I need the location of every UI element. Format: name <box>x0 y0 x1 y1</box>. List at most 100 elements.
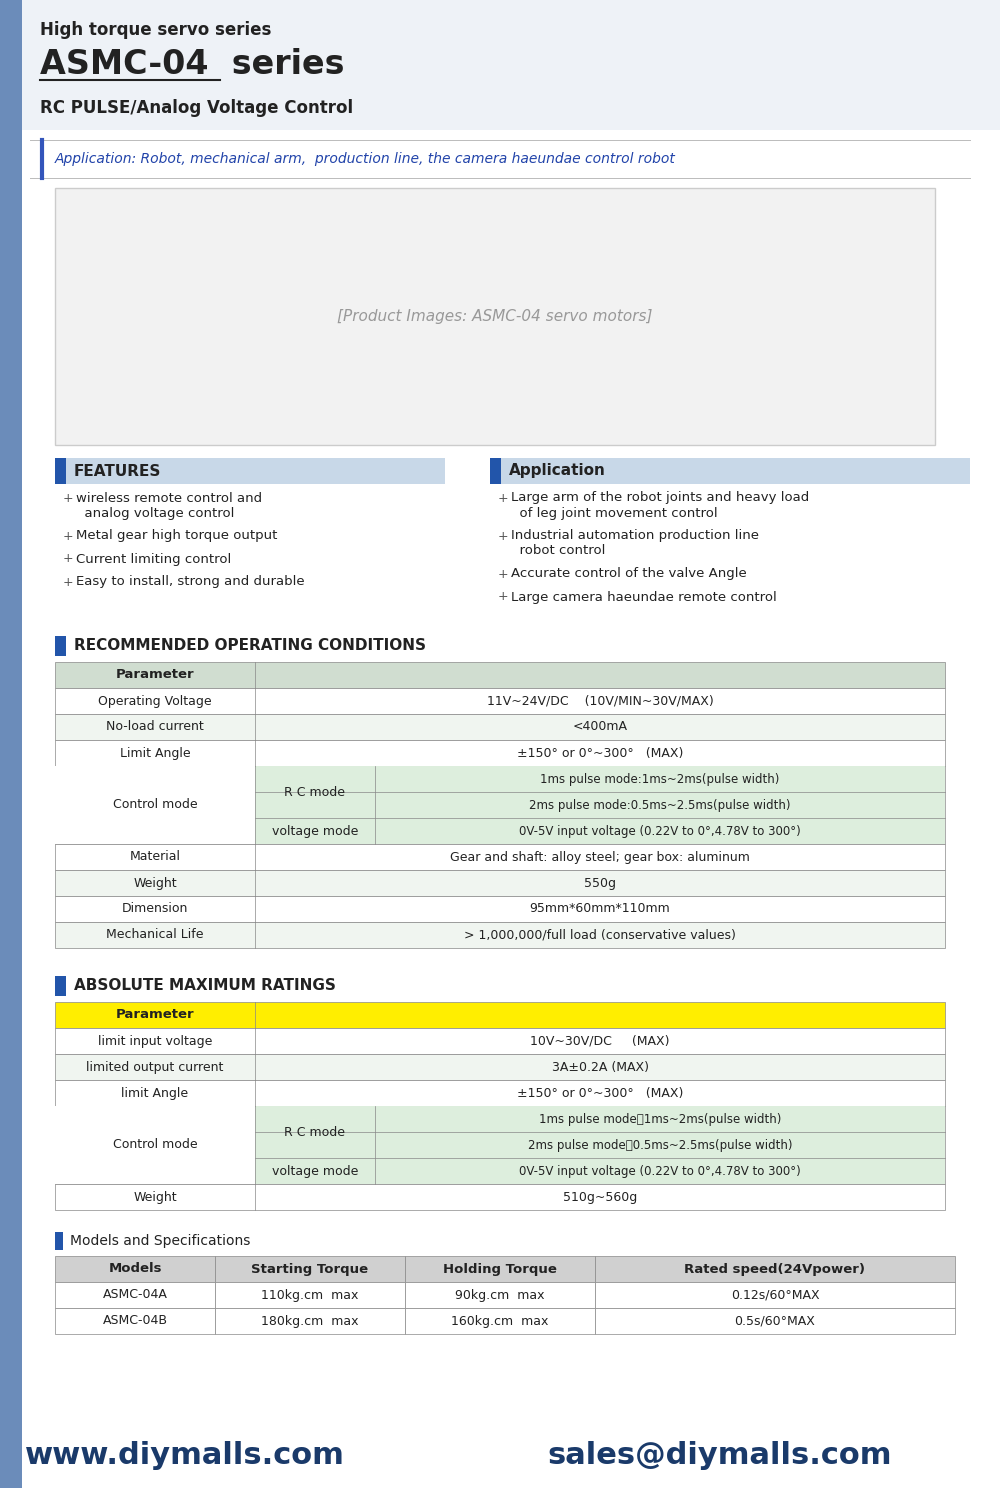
Text: Current limiting control: Current limiting control <box>76 552 231 565</box>
Text: Holding Torque: Holding Torque <box>443 1262 557 1275</box>
Text: [Product Images: ASMC-04 servo motors]: [Product Images: ASMC-04 servo motors] <box>337 308 653 323</box>
Text: limited output current: limited output current <box>86 1061 224 1073</box>
Bar <box>375 818 945 844</box>
Text: > 1,000,000/full load (conservative values): > 1,000,000/full load (conservative valu… <box>464 929 736 942</box>
Text: Application: Robot, mechanical arm,  production line, the camera haeundae contro: Application: Robot, mechanical arm, prod… <box>55 152 676 167</box>
Text: No-load current: No-load current <box>106 720 204 734</box>
Bar <box>490 458 970 484</box>
Bar <box>405 1256 595 1283</box>
Text: ASMC-04B: ASMC-04B <box>103 1314 168 1327</box>
Text: Control mode: Control mode <box>113 799 197 811</box>
Bar <box>255 1106 375 1158</box>
Text: 550g: 550g <box>584 876 616 890</box>
Text: R C mode: R C mode <box>285 1125 346 1138</box>
Bar <box>55 896 945 923</box>
Bar <box>55 740 945 766</box>
Bar <box>375 1132 945 1158</box>
Text: 2ms pulse mode:0.5ms~2.5ms(pulse width): 2ms pulse mode:0.5ms~2.5ms(pulse width) <box>529 799 791 811</box>
Text: Mechanical Life: Mechanical Life <box>106 929 204 942</box>
Text: of leg joint movement control: of leg joint movement control <box>511 506 718 519</box>
Bar <box>215 1283 405 1308</box>
Text: Material: Material <box>130 851 180 863</box>
Text: +: + <box>498 530 509 543</box>
Text: Parameter: Parameter <box>116 668 194 682</box>
Bar <box>55 687 945 714</box>
Text: 3A±0.2A (MAX): 3A±0.2A (MAX) <box>552 1061 648 1073</box>
Text: 0V-5V input voltage (0.22V to 0°,4.78V to 300°): 0V-5V input voltage (0.22V to 0°,4.78V t… <box>519 824 801 838</box>
Bar <box>55 976 66 995</box>
Text: Rated speed(24Vpower): Rated speed(24Vpower) <box>684 1262 866 1275</box>
Bar <box>55 458 66 484</box>
Bar <box>595 1308 955 1335</box>
Bar <box>55 662 945 687</box>
Text: 0V-5V input voltage (0.22V to 0°,4.78V to 300°): 0V-5V input voltage (0.22V to 0°,4.78V t… <box>519 1165 801 1177</box>
Bar <box>30 140 970 179</box>
Text: Application: Application <box>509 463 606 479</box>
Text: High torque servo series: High torque servo series <box>40 21 271 39</box>
Text: voltage mode: voltage mode <box>272 1165 358 1177</box>
Bar <box>55 1256 215 1283</box>
Bar <box>215 1308 405 1335</box>
Text: Weight: Weight <box>133 1190 177 1204</box>
Text: Industrial automation production line: Industrial automation production line <box>511 530 759 543</box>
Text: wireless remote control and: wireless remote control and <box>76 491 262 504</box>
Bar <box>375 792 945 818</box>
Text: +: + <box>498 567 509 580</box>
Bar <box>55 923 945 948</box>
Text: 510g~560g: 510g~560g <box>563 1190 637 1204</box>
Bar <box>55 1054 945 1080</box>
Bar <box>405 1308 595 1335</box>
Text: Limit Angle: Limit Angle <box>120 747 190 759</box>
Text: Gear and shaft: alloy steel; gear box: aluminum: Gear and shaft: alloy steel; gear box: a… <box>450 851 750 863</box>
Text: Models: Models <box>108 1262 162 1275</box>
Text: 1ms pulse mode：1ms~2ms(pulse width): 1ms pulse mode：1ms~2ms(pulse width) <box>539 1113 781 1125</box>
Bar <box>375 1158 945 1184</box>
Bar <box>595 1283 955 1308</box>
Text: FEATURES: FEATURES <box>74 463 161 479</box>
Text: 110kg.cm  max: 110kg.cm max <box>261 1289 359 1302</box>
Bar <box>55 766 945 844</box>
Bar <box>255 1158 375 1184</box>
Text: +: + <box>63 491 74 504</box>
Bar <box>55 458 445 484</box>
Bar <box>55 1106 255 1184</box>
Bar <box>55 1001 945 1028</box>
Text: <400mA: <400mA <box>572 720 628 734</box>
Text: Parameter: Parameter <box>116 1009 194 1021</box>
Text: Operating Voltage: Operating Voltage <box>98 695 212 707</box>
Bar <box>255 818 375 844</box>
Text: limit input voltage: limit input voltage <box>98 1034 212 1048</box>
Text: +: + <box>498 491 509 504</box>
Bar <box>0 0 1000 129</box>
Text: 180kg.cm  max: 180kg.cm max <box>261 1314 359 1327</box>
Text: 95mm*60mm*110mm: 95mm*60mm*110mm <box>530 903 670 915</box>
Bar <box>55 714 945 740</box>
Text: ASMC-04  series: ASMC-04 series <box>40 49 344 82</box>
Text: 1ms pulse mode:1ms~2ms(pulse width): 1ms pulse mode:1ms~2ms(pulse width) <box>540 772 780 786</box>
Text: 11V~24V/DC    (10V/MIN~30V/MAX): 11V~24V/DC (10V/MIN~30V/MAX) <box>487 695 713 707</box>
Text: Large arm of the robot joints and heavy load: Large arm of the robot joints and heavy … <box>511 491 809 504</box>
Text: R C mode: R C mode <box>285 786 346 799</box>
Bar <box>55 1080 945 1106</box>
Text: ASMC-04A: ASMC-04A <box>103 1289 167 1302</box>
Bar <box>55 844 945 870</box>
Text: Easy to install, strong and durable: Easy to install, strong and durable <box>76 576 305 588</box>
Text: Control mode: Control mode <box>113 1138 197 1152</box>
Text: Dimension: Dimension <box>122 903 188 915</box>
Text: ±150° or 0°~300°   (MAX): ±150° or 0°~300° (MAX) <box>517 1086 683 1100</box>
Text: ±150° or 0°~300°   (MAX): ±150° or 0°~300° (MAX) <box>517 747 683 759</box>
Text: +: + <box>63 552 74 565</box>
Text: 0.12s/60°MAX: 0.12s/60°MAX <box>731 1289 819 1302</box>
Text: www.diymalls.com: www.diymalls.com <box>25 1440 345 1470</box>
Bar <box>55 1028 945 1054</box>
Text: Metal gear high torque output: Metal gear high torque output <box>76 530 277 543</box>
Bar <box>55 1283 215 1308</box>
Text: 0.5s/60°MAX: 0.5s/60°MAX <box>735 1314 815 1327</box>
Text: ABSOLUTE MAXIMUM RATINGS: ABSOLUTE MAXIMUM RATINGS <box>74 979 336 994</box>
Text: Large camera haeundae remote control: Large camera haeundae remote control <box>511 591 777 604</box>
Text: voltage mode: voltage mode <box>272 824 358 838</box>
Bar <box>55 635 66 656</box>
Text: robot control: robot control <box>511 545 605 558</box>
Text: limit Angle: limit Angle <box>121 1086 189 1100</box>
Bar <box>490 458 501 484</box>
